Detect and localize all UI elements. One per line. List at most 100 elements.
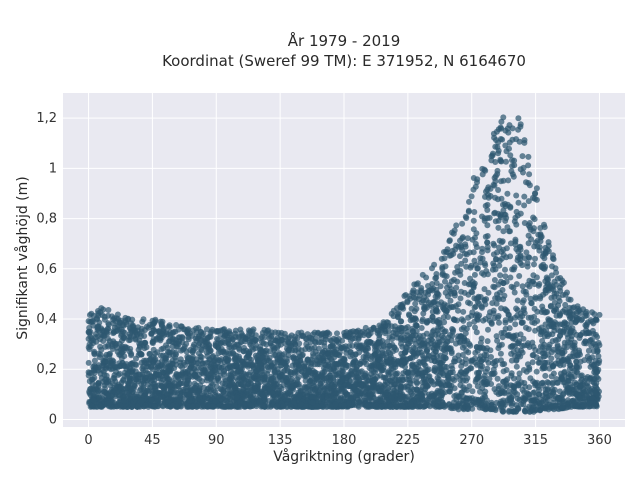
data-point — [110, 330, 117, 337]
data-point — [226, 380, 232, 387]
data-point — [481, 391, 488, 398]
data-point — [530, 228, 537, 235]
data-point — [555, 336, 562, 343]
data-point — [470, 284, 477, 291]
data-point — [462, 213, 469, 220]
data-point — [455, 352, 462, 359]
data-point — [429, 313, 436, 320]
data-point — [550, 321, 557, 328]
data-point — [363, 385, 370, 392]
data-point — [352, 335, 359, 342]
data-point — [594, 347, 601, 354]
data-point — [581, 395, 588, 401]
data-point — [303, 390, 310, 396]
data-point — [224, 387, 231, 393]
data-point — [554, 343, 561, 350]
data-point — [507, 240, 514, 247]
data-point — [542, 372, 549, 379]
data-point — [511, 383, 518, 390]
data-point — [555, 327, 562, 333]
data-point — [105, 320, 112, 327]
data-point — [439, 326, 446, 333]
data-point — [148, 330, 155, 337]
data-point — [317, 384, 324, 391]
data-point — [490, 251, 497, 258]
data-point — [537, 343, 544, 350]
data-point — [459, 220, 466, 227]
data-point — [291, 336, 298, 343]
data-point — [510, 333, 517, 340]
data-point — [554, 379, 561, 386]
data-point — [411, 349, 418, 356]
data-point — [429, 344, 436, 351]
data-point — [507, 204, 514, 211]
data-point — [208, 361, 215, 368]
data-point — [113, 340, 120, 347]
data-point — [484, 222, 491, 229]
data-point — [96, 394, 103, 401]
data-point — [127, 365, 134, 372]
data-point — [503, 158, 509, 165]
chart-title: År 1979 - 2019 — [288, 31, 401, 50]
data-point — [583, 312, 590, 319]
data-point — [158, 320, 165, 327]
data-point — [503, 215, 510, 221]
data-point — [207, 347, 214, 354]
data-point — [525, 198, 532, 205]
data-point — [474, 179, 480, 186]
data-point — [246, 371, 252, 378]
data-point — [261, 384, 268, 391]
data-point — [495, 187, 502, 193]
data-point — [514, 257, 521, 264]
data-point — [580, 306, 587, 313]
data-point — [86, 312, 93, 318]
data-point — [159, 394, 166, 401]
data-point — [499, 334, 506, 341]
data-point — [559, 392, 566, 398]
data-point — [492, 173, 499, 180]
data-point — [399, 329, 406, 336]
data-point — [214, 335, 220, 342]
data-point — [470, 217, 477, 224]
data-point — [511, 264, 518, 271]
data-point — [211, 391, 218, 398]
data-point — [124, 384, 131, 391]
data-point — [321, 343, 328, 350]
data-point — [86, 324, 93, 331]
data-point — [591, 375, 598, 382]
data-point — [578, 372, 585, 379]
data-point — [498, 341, 505, 348]
data-point — [227, 331, 234, 338]
data-point — [526, 171, 533, 178]
data-point — [537, 232, 544, 239]
data-point — [287, 371, 294, 378]
data-point — [550, 370, 557, 377]
data-point — [577, 332, 584, 338]
data-point — [257, 349, 264, 356]
data-point — [455, 307, 461, 314]
data-point — [550, 252, 556, 259]
data-point — [500, 177, 507, 184]
data-point — [574, 369, 581, 376]
data-point — [375, 340, 382, 347]
data-point — [200, 367, 207, 374]
data-point — [593, 316, 600, 323]
data-point — [512, 321, 519, 328]
data-point — [511, 389, 518, 396]
data-point — [388, 394, 395, 401]
data-point — [243, 354, 250, 361]
data-point — [227, 374, 234, 381]
data-point — [584, 319, 591, 326]
data-point — [435, 357, 442, 364]
data-point — [441, 306, 448, 313]
data-point — [328, 356, 335, 363]
data-point — [377, 397, 384, 404]
data-point — [433, 307, 440, 314]
data-point — [118, 379, 125, 386]
data-point — [89, 376, 96, 383]
data-point — [539, 338, 546, 344]
data-point — [296, 340, 303, 347]
data-point — [443, 364, 450, 370]
data-point — [271, 337, 278, 344]
